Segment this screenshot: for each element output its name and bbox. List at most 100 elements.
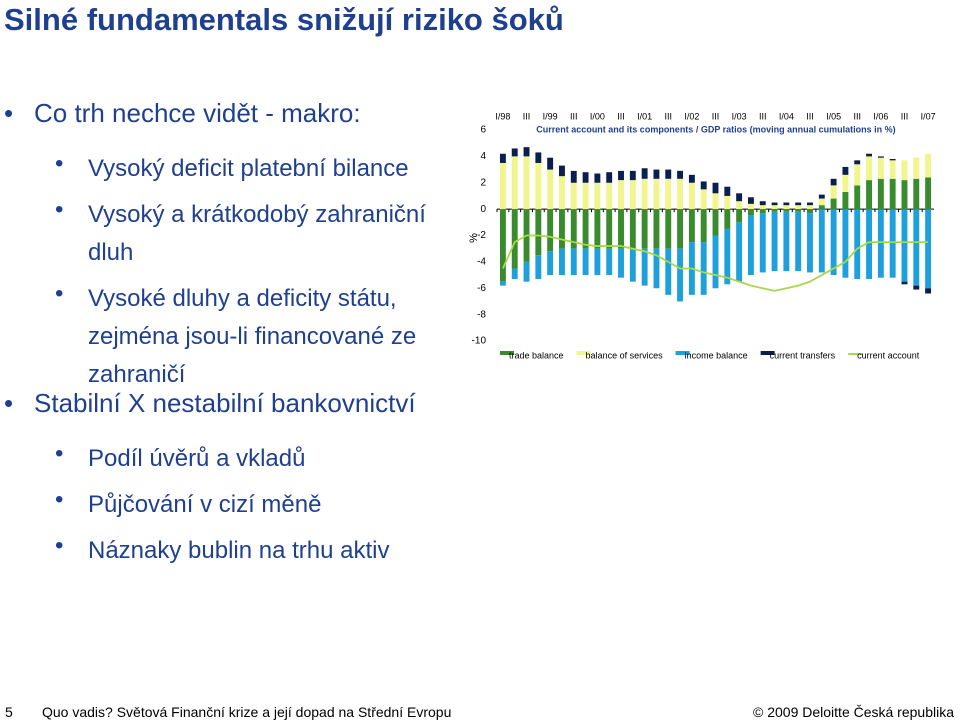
bar-segment	[677, 178, 684, 210]
bar-segment	[594, 173, 601, 183]
bar-segment	[511, 209, 518, 269]
legend-label: balance of services	[586, 350, 664, 360]
bar-segment	[606, 172, 613, 183]
x-tick-label: I/98	[495, 111, 510, 121]
bullet-marker: •	[55, 196, 64, 223]
bar-segment	[653, 248, 660, 289]
bar-segment	[641, 248, 648, 286]
bar-segment	[901, 160, 908, 181]
footer-right: © 2009 Deloitte Česká republika	[753, 704, 954, 720]
y-axis-label: %	[468, 233, 480, 243]
bar-segment	[511, 148, 518, 157]
y-tick-label: 6	[480, 125, 486, 136]
bar-segment	[830, 198, 837, 210]
bar-segment	[771, 205, 778, 210]
bar-segment	[594, 248, 601, 276]
bar-segment	[606, 248, 613, 276]
bar-segment	[759, 213, 766, 273]
bar-segment	[653, 209, 660, 249]
bar-segment	[606, 182, 613, 210]
bar-segment	[925, 209, 932, 289]
bar-segment	[818, 209, 825, 273]
legend-label: current account	[857, 350, 920, 360]
bar-segment	[677, 209, 684, 249]
y-tick-label: -6	[477, 283, 486, 294]
y-tick-label: -10	[472, 336, 487, 347]
bar-segment	[677, 170, 684, 179]
bar-segment	[712, 235, 719, 289]
bar-segment	[771, 209, 778, 212]
bar-segment	[783, 209, 790, 212]
bar-segment	[570, 248, 577, 276]
bar-segment	[535, 255, 542, 280]
bar-segment	[747, 209, 754, 216]
bar-segment	[700, 242, 707, 295]
bullet-text: Vysoký deficit platební bilance	[88, 155, 409, 182]
bar-segment	[818, 194, 825, 199]
x-tick-label: I/03	[732, 111, 747, 121]
bar-segment	[653, 169, 660, 179]
bar-segment	[830, 178, 837, 186]
bullet-marker: •	[55, 486, 64, 513]
bar-segment	[913, 178, 920, 210]
bar-segment	[511, 156, 518, 210]
bar-segment	[665, 178, 672, 210]
x-tick-label: III	[570, 111, 578, 121]
bar-segment	[629, 180, 636, 210]
bar-segment	[665, 209, 672, 249]
bar-segment	[523, 156, 530, 210]
bar-segment	[877, 209, 884, 278]
bullet-item: • Stabilní X nestabilní bankovnictví	[0, 388, 474, 419]
bar-segment	[807, 202, 813, 206]
bar-segment	[724, 186, 731, 196]
bar-segment	[795, 209, 802, 212]
bullet-text: Vysoké dluhy a deficity státu, zejména j…	[88, 285, 417, 388]
y-tick-label: 4	[480, 151, 486, 162]
legend-label: trade balance	[509, 350, 564, 360]
bar-segment	[877, 156, 884, 158]
bullet-text: Podíl úvěrů a vkladů	[88, 445, 306, 472]
bar-segment	[807, 209, 813, 214]
bar-segment	[559, 176, 565, 210]
slide-title: Silné fundamentals snižují riziko šoků	[4, 2, 564, 37]
bar-segment	[641, 209, 648, 249]
bar-segment	[747, 197, 754, 204]
bar-segment	[854, 160, 861, 165]
bar-segment	[582, 182, 589, 210]
bar-segment	[889, 159, 896, 161]
bullet-item: • Náznaky bublin na trhu aktiv	[55, 532, 453, 570]
bar-segment	[499, 153, 506, 163]
x-tick-label: I/04	[779, 111, 794, 121]
bar-segment	[547, 251, 554, 276]
bar-segment	[570, 170, 577, 183]
bar-segment	[523, 147, 530, 157]
bar-segment	[665, 169, 672, 179]
bar-segment	[747, 215, 754, 276]
bullet-marker: •	[55, 440, 64, 467]
legend-swatch	[675, 351, 690, 355]
bar-segment	[523, 261, 530, 282]
bar-segment	[547, 209, 554, 252]
bullet-text: Vysoký a krátkodobý zahraniční dluh	[88, 201, 426, 266]
bar-segment	[818, 198, 825, 206]
bar-segment	[547, 169, 554, 210]
x-tick-label: I/99	[543, 111, 558, 121]
bar-segment	[771, 211, 778, 272]
bar-segment	[535, 209, 542, 256]
bar-segment	[629, 209, 636, 249]
bar-segment	[653, 178, 660, 210]
legend-label: current transfers	[770, 350, 836, 360]
bullet-text: Půjčování v cizí měně	[88, 491, 322, 518]
bar-segment	[759, 205, 766, 210]
bar-segment	[747, 203, 754, 210]
bullet-marker: •	[4, 98, 14, 128]
x-tick-label: I/01	[637, 111, 652, 121]
bullet-item: • Co trh nechce vidět - makro:	[0, 98, 474, 129]
bar-segment	[724, 209, 731, 229]
bar-segment	[559, 165, 565, 177]
bar-segment	[889, 178, 896, 210]
bar-segment	[594, 209, 601, 249]
bar-segment	[866, 156, 872, 181]
